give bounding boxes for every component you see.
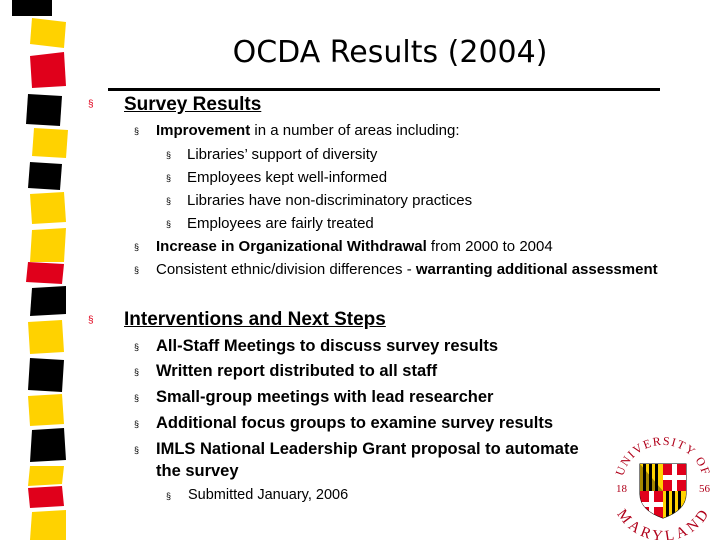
submitted-sub-item: Submitted January, 2006 <box>188 487 349 503</box>
bullet-marker: § <box>134 393 140 403</box>
ethnic-bold-text: warranting additional assessment <box>415 261 658 278</box>
bullet-marker: § <box>134 342 140 352</box>
intervention-item: IMLS National Leadership Grant proposal … <box>156 440 579 458</box>
intervention-item: Written report distributed to all staff <box>156 362 438 380</box>
slide-title: OCDA Results (2004) <box>232 35 548 70</box>
survey-results-heading: Survey Results <box>124 94 262 115</box>
improvement-rest-text: in a number of areas including: <box>250 122 460 139</box>
bullet-marker: § <box>134 419 140 429</box>
intervention-item: Small-group meetings with lead researche… <box>156 388 494 406</box>
seal-year-right: 56 <box>699 483 711 495</box>
intervention-item: All-Staff Meetings to discuss survey res… <box>156 337 499 355</box>
withdrawal-item: Increase in Organizational Withdrawal fr… <box>156 238 553 255</box>
bullet-marker: § <box>134 445 140 455</box>
bullet-marker: § <box>88 99 94 110</box>
interventions-heading: Interventions and Next Steps <box>124 309 386 330</box>
ethnic-rest-text: Consistent ethnic/division differences - <box>156 261 416 278</box>
stripe-graphic <box>0 0 80 540</box>
intervention-item-continuation: the survey <box>156 462 239 480</box>
improvement-bold-text: Improvement <box>156 122 251 139</box>
bullet-marker: § <box>166 491 172 501</box>
withdrawal-bold-text: Increase in Organizational Withdrawal <box>156 238 427 255</box>
university-seal: UNIVERSITY OF MARYLAND 18 56 <box>608 428 718 545</box>
improvement-sub-item: Libraries have non-discriminatory practi… <box>187 192 473 209</box>
shield-icon <box>639 463 687 519</box>
bullet-marker: § <box>134 265 140 275</box>
bullet-marker: § <box>166 150 172 160</box>
seal-year-left: 18 <box>616 483 628 495</box>
bullet-marker: § <box>134 367 140 377</box>
ethnic-differences-item: Consistent ethnic/division differences -… <box>156 261 658 278</box>
bullet-marker: § <box>166 219 172 229</box>
intervention-item: Additional focus groups to examine surve… <box>156 414 554 432</box>
bullet-marker: § <box>166 173 172 183</box>
bullet-marker: § <box>88 315 94 326</box>
bullet-marker: § <box>166 196 172 206</box>
improvement-sub-item: Employees are fairly treated <box>187 215 374 232</box>
seal-graphic: UNIVERSITY OF MARYLAND 18 56 <box>613 434 712 545</box>
withdrawal-rest-text: from 2000 to 2004 <box>426 238 553 255</box>
decorative-stripe <box>0 0 80 540</box>
bullet-marker: § <box>134 242 140 252</box>
bullet-marker: § <box>134 126 140 136</box>
title-underline-rule <box>108 88 660 91</box>
improvement-sub-item: Employees kept well-informed <box>187 169 388 186</box>
improvement-item: Improvement in a number of areas includi… <box>156 122 460 139</box>
improvement-sub-item: Libraries’ support of diversity <box>187 146 378 163</box>
